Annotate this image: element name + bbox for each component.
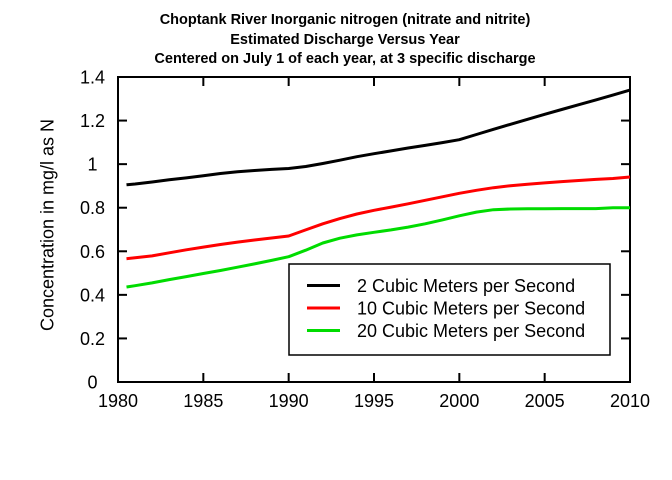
- series-line-2: [126, 206, 630, 289]
- y-axis-label: Concentration in mg/l as N: [37, 118, 58, 332]
- y-tick-label: 0.8: [80, 198, 105, 218]
- series-line-1: [126, 175, 631, 261]
- x-tick-label: 1985: [183, 391, 223, 411]
- series-line-0: [126, 88, 631, 187]
- x-tick-label: 1980: [98, 391, 138, 411]
- legend-label-1: 10 Cubic Meters per Second: [357, 299, 585, 319]
- y-tick-label: 1.4: [80, 68, 105, 88]
- y-tick-label: 1.2: [80, 111, 105, 131]
- x-tick-label: 1995: [354, 391, 394, 411]
- axis-tick-labels: 1980 1985 1990 1995 2000 2005 2010 0 0.2 0.4 0.6 0.…: [80, 68, 650, 412]
- legend-label-0: 2 Cubic Meters per Second: [357, 276, 575, 296]
- legend-box: [288, 263, 611, 356]
- y-tick-label: 0: [87, 373, 97, 393]
- legend: 2 Cubic Meters per Second 10 Cubic Meters…: [288, 263, 611, 356]
- chart-title: Choptank River Inorganic nitrogen (nitra…: [154, 11, 535, 70]
- x-tick-label: 1990: [269, 391, 309, 411]
- y-tick-label: 0.4: [80, 285, 105, 305]
- legend-label-2: 20 Cubic Meters per Second: [357, 321, 585, 341]
- data-series: [126, 88, 631, 289]
- y-tick-label: 0.2: [80, 329, 105, 349]
- x-tick-label: 2005: [525, 391, 565, 411]
- x-tick-label: 2000: [439, 391, 479, 411]
- chart-title-line-2: Estimated Discharge Versus Year: [230, 31, 460, 48]
- chart-title-line-3: Centered on July 1 of each year, at 3 sp…: [154, 51, 536, 67]
- x-tick-label: 2010: [610, 391, 650, 411]
- y-tick-label: 1: [87, 155, 97, 175]
- y-tick-label: 0.6: [80, 242, 105, 262]
- chart-title-line-1: Choptank River Inorganic nitrogen (nitra…: [159, 12, 531, 28]
